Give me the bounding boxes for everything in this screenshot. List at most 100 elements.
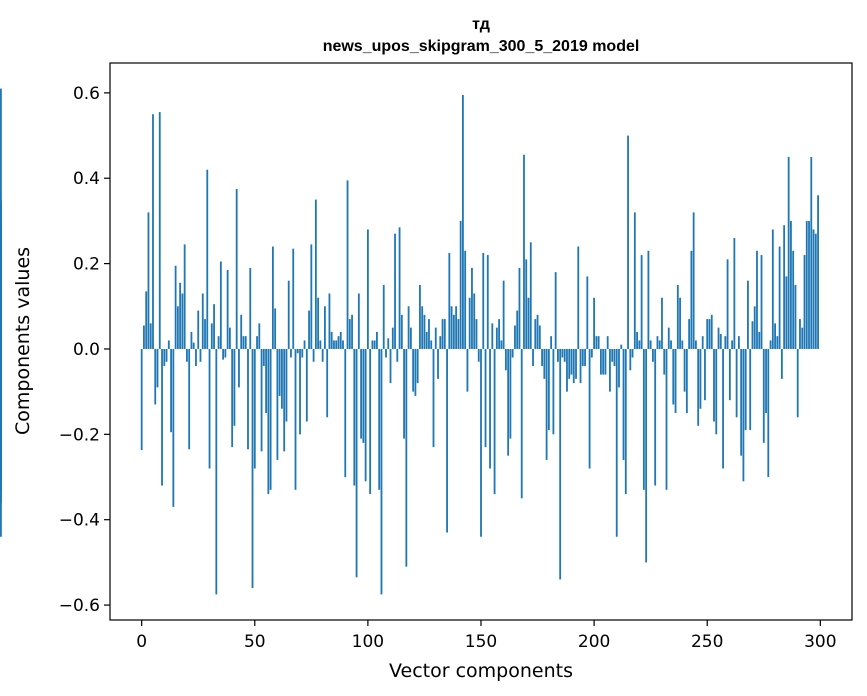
bar [0, 348, 2, 537]
bar [477, 348, 480, 362]
bar [244, 336, 247, 349]
bar [292, 248, 295, 349]
bar [269, 348, 272, 490]
bar [753, 306, 756, 349]
bar [769, 340, 772, 349]
bar [258, 323, 261, 349]
bar [276, 348, 279, 460]
bar [210, 323, 213, 349]
bar [780, 348, 783, 379]
bar [305, 348, 308, 422]
bar [482, 252, 485, 349]
bar [586, 276, 589, 349]
bar [242, 336, 245, 349]
bar [353, 348, 356, 486]
bar [414, 348, 417, 396]
bar [432, 348, 435, 448]
bar [790, 220, 792, 349]
bar [767, 348, 770, 478]
bar [475, 319, 478, 349]
bar [416, 348, 419, 384]
bar [599, 348, 602, 375]
bar [552, 348, 555, 435]
bar [251, 348, 254, 588]
bar [529, 242, 532, 349]
bar [437, 348, 439, 379]
bar [253, 348, 256, 469]
bar [299, 348, 301, 435]
bar [324, 306, 326, 349]
bar [290, 348, 292, 358]
bar [335, 340, 338, 349]
bar [364, 348, 367, 482]
bar [803, 255, 806, 349]
bar [201, 293, 204, 349]
bar [355, 348, 358, 578]
bar [722, 348, 724, 469]
bar [172, 348, 175, 507]
bar [199, 348, 202, 362]
bar [186, 348, 188, 362]
bar [224, 348, 227, 358]
bar [391, 327, 394, 349]
bar [235, 188, 238, 349]
bar [357, 293, 360, 349]
bar [197, 310, 200, 349]
bar [523, 154, 525, 349]
bar [265, 348, 267, 413]
bar [484, 348, 487, 448]
bar [165, 348, 168, 362]
bar [676, 284, 679, 349]
bar [457, 319, 460, 349]
bar [319, 340, 322, 349]
bar [534, 319, 537, 349]
bar [514, 325, 516, 349]
bar [249, 267, 252, 349]
bar [525, 259, 528, 349]
bar [604, 348, 607, 375]
bar [699, 348, 702, 409]
bar [226, 270, 229, 349]
bar [430, 340, 433, 349]
bar [188, 348, 191, 450]
bar [618, 348, 620, 388]
bar [217, 336, 220, 349]
bar [283, 348, 286, 452]
bar [771, 229, 774, 349]
bar [471, 267, 473, 349]
bar [443, 319, 446, 349]
chart-subtitle: news_upos_skipgram_300_5_2019 model [323, 38, 640, 55]
bar [493, 348, 496, 495]
bar [466, 348, 469, 392]
bar [362, 348, 365, 443]
bar [348, 319, 351, 349]
bar [799, 319, 801, 349]
bar [557, 348, 559, 362]
bar [464, 250, 467, 349]
bar [679, 297, 681, 349]
x-tick-label: 150 [465, 632, 497, 652]
bar [740, 348, 743, 456]
bar [726, 259, 729, 349]
bar [294, 348, 297, 490]
bar [665, 348, 668, 490]
x-tick-label: 100 [352, 632, 384, 652]
bar [654, 348, 657, 486]
bar [692, 212, 695, 349]
bar [285, 348, 288, 422]
bar [495, 327, 498, 349]
y-tick-label: 0.4 [73, 169, 100, 189]
bar [801, 327, 804, 349]
bar [167, 340, 170, 349]
bar [389, 348, 392, 384]
bar [783, 225, 786, 349]
bar [636, 331, 638, 349]
bar [339, 331, 342, 349]
bar [633, 212, 636, 349]
bar [697, 348, 700, 426]
bar [0, 297, 2, 349]
bar [762, 348, 765, 443]
bar [342, 340, 344, 349]
bar [489, 348, 491, 469]
bar [423, 314, 426, 349]
